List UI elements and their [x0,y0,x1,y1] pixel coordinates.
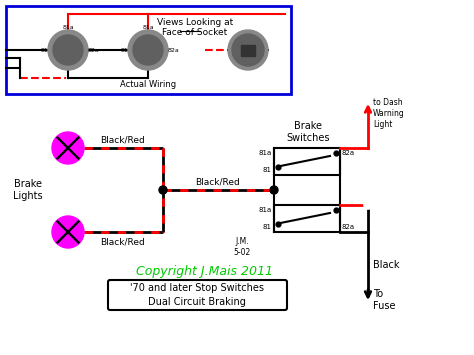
Bar [274,205,340,232]
Circle shape [52,216,84,248]
Text: Brake
Switches: Brake Switches [286,121,330,143]
FancyBboxPatch shape [108,280,287,310]
Text: Black/Red: Black/Red [100,237,146,246]
Bar [241,45,255,56]
Circle shape [232,34,264,66]
Text: Views Looking at: Views Looking at [157,18,233,27]
Text: 81a: 81a [62,25,74,30]
Circle shape [53,35,83,65]
Circle shape [159,186,167,194]
Text: 82a: 82a [168,48,180,53]
Circle shape [228,30,268,70]
Text: 82a: 82a [88,48,100,53]
Text: '70 and later Stop Switches
Dual Circuit Braking: '70 and later Stop Switches Dual Circuit… [130,283,264,307]
Text: Black: Black [373,260,400,270]
Text: Copyright J.Mais 2011: Copyright J.Mais 2011 [137,266,273,279]
Text: 81: 81 [120,48,128,53]
Text: Actual Wiring: Actual Wiring [120,80,176,89]
Text: Black/Red: Black/Red [196,178,240,186]
Text: Face of Socket: Face of Socket [163,28,228,37]
Text: Black/Red: Black/Red [100,136,146,144]
Text: Brake
Lights: Brake Lights [13,179,43,201]
Text: 81: 81 [263,167,272,173]
Bar [6,6,291,94]
Text: 81: 81 [263,224,272,230]
Bar [274,148,340,175]
Circle shape [52,132,84,164]
Circle shape [133,35,163,65]
Text: 81a: 81a [259,207,272,213]
Circle shape [270,186,278,194]
Text: 81: 81 [40,48,48,53]
Text: 82a: 82a [342,224,355,230]
Circle shape [128,30,168,70]
Circle shape [364,201,372,209]
Text: 82a: 82a [342,150,355,156]
Text: to Dash
Warning
Light: to Dash Warning Light [373,98,405,129]
Text: To
Fuse: To Fuse [373,289,395,311]
Text: 81a: 81a [259,150,272,156]
Text: J.M.
5-02: J.M. 5-02 [233,237,251,257]
Text: 81a: 81a [142,25,154,30]
Circle shape [48,30,88,70]
